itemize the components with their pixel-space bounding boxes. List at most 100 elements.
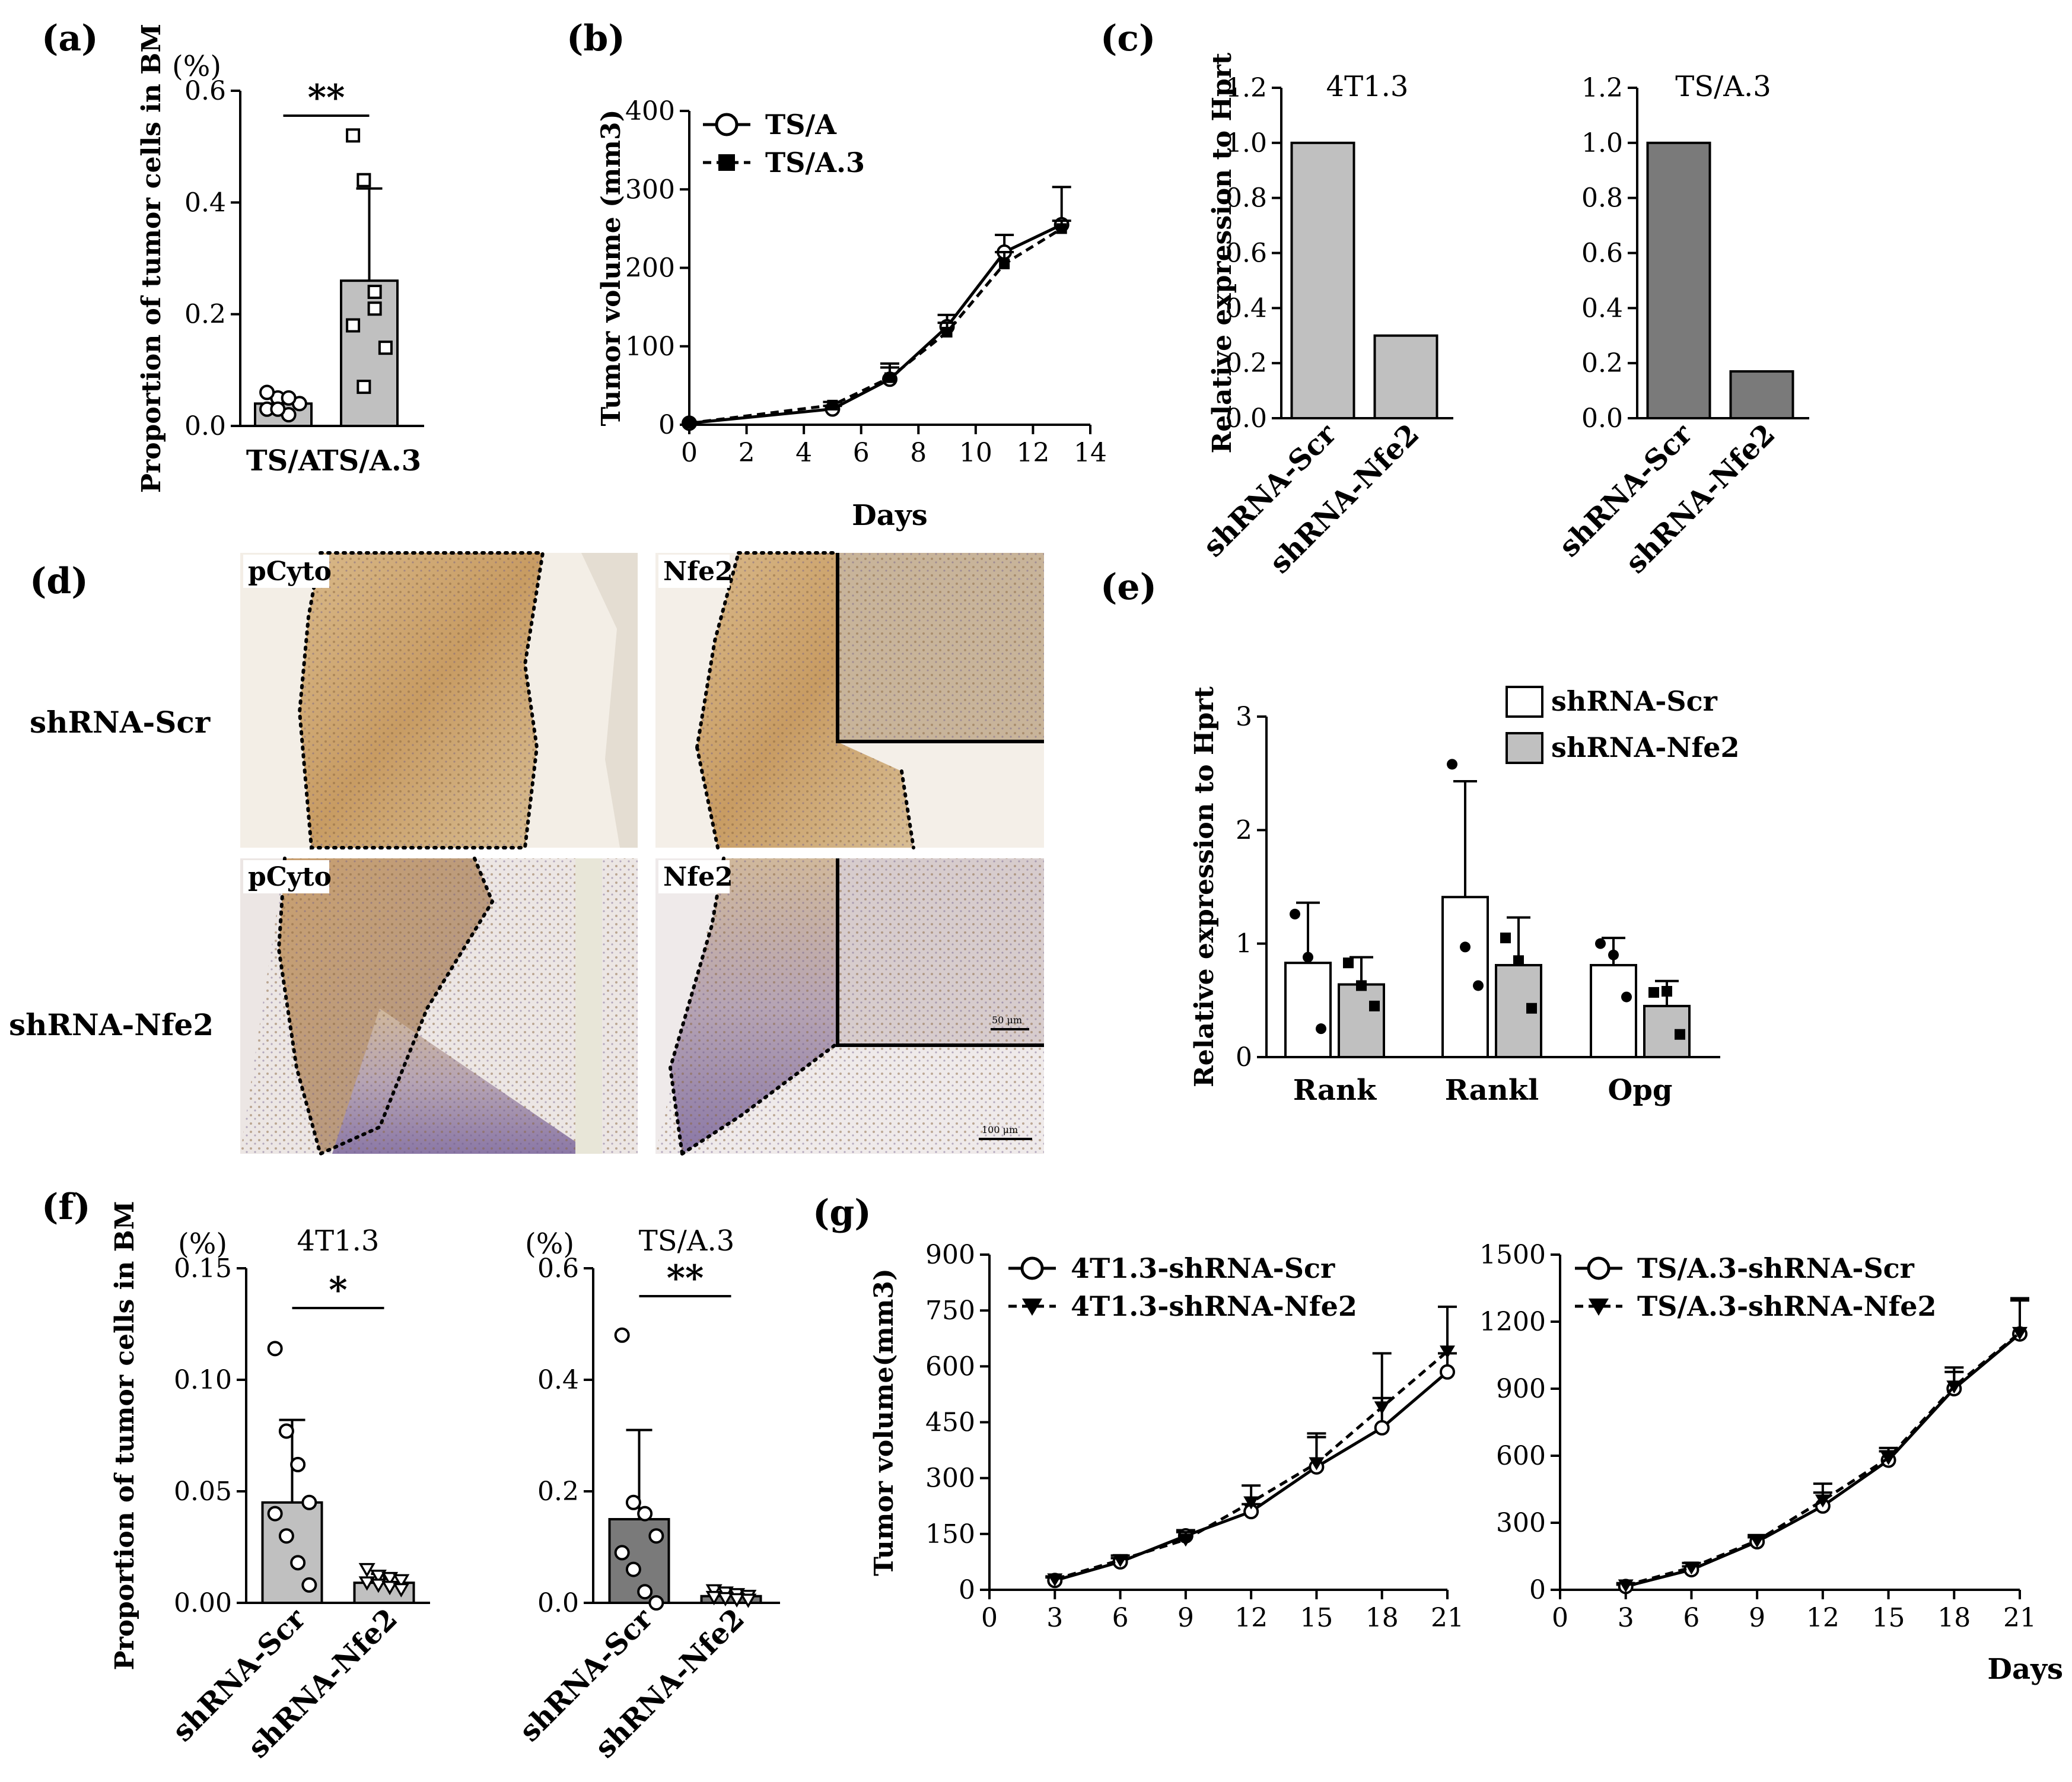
- legend-label: 4T1.3-shRNA-Nfe2: [1071, 1290, 1357, 1322]
- chart-b: 0 100 200 300 400 0 2 4 6 8 10 12 14 TS/A TS/A.3 Tumor …: [596, 96, 1107, 532]
- data-point: [267, 1341, 283, 1357]
- legend-marker: [715, 113, 739, 136]
- panel-label-b: (b): [566, 18, 625, 59]
- tag-pcyto-2: pCyto: [248, 862, 332, 892]
- y-tick-label: 900: [1496, 1374, 1546, 1404]
- significance-label: *: [329, 1269, 347, 1311]
- data-point: [393, 1574, 410, 1589]
- data-point: [1112, 1554, 1128, 1567]
- y-tick-label: 300: [625, 174, 675, 205]
- chart-g2: 0 300 600 900 1200 1500 0 3 6 9 12 15 18 21 TS/A.3-shR…: [1479, 1240, 2063, 1686]
- x-tick-label: 6: [1112, 1603, 1129, 1633]
- y-tick-label: 3: [1236, 702, 1252, 732]
- x-tick-label: 6: [1683, 1603, 1699, 1633]
- legend-label: TS/A: [765, 109, 837, 141]
- x-tick-label: 9: [1177, 1603, 1194, 1633]
- data-point: [1316, 1023, 1326, 1035]
- x-tick-label: 3: [1046, 1603, 1063, 1633]
- x-tick-label: Rank: [1293, 1074, 1377, 1107]
- panel-label-c: (c): [1100, 18, 1156, 59]
- micrograph-scr-nfe2: Nfe2: [655, 551, 1044, 849]
- y-tick-label: 0.8: [1581, 183, 1623, 214]
- legend-swatch: [1506, 686, 1543, 718]
- panel-label-e: (e): [1100, 567, 1157, 608]
- data-point: [728, 1593, 746, 1608]
- row-label-nfe2: shRNA-Nfe2: [9, 1007, 214, 1042]
- micrograph-nfe2-nfe2: 50 μm 100 μm Nfe2: [655, 857, 1044, 1156]
- x-tick-label: 9: [1749, 1603, 1765, 1633]
- x-tick-label: 3: [1618, 1603, 1634, 1633]
- y-tick-label: 300: [1496, 1508, 1546, 1538]
- bar: [1441, 896, 1489, 1058]
- y-tick-label: 150: [925, 1519, 975, 1549]
- chart-e: 0 1 2 3 Rank Rankl Opg Relative expression to H…: [1189, 685, 1740, 1107]
- y-axis-label: Relative expression to Hprt: [1207, 52, 1237, 453]
- data-point: [1177, 1533, 1193, 1547]
- data-point: [370, 1570, 387, 1584]
- panel-label-g: (g): [813, 1192, 871, 1234]
- significance-label: **: [308, 77, 345, 119]
- data-point: [267, 1506, 283, 1522]
- y-tick-label: 0.6: [1581, 238, 1623, 269]
- y-tick-label: 1500: [1479, 1240, 1546, 1270]
- data-point: [358, 1576, 375, 1591]
- tag-nfe2-1: Nfe2: [663, 556, 733, 587]
- chart-g1: 0 150 300 450 600 750 900 0 3 6 9 12 15 18 21 4T1.3-shR…: [869, 1240, 1464, 1633]
- data-point: [1618, 1579, 1634, 1593]
- legend-marker: [1020, 1256, 1044, 1280]
- data-point: [1309, 1457, 1325, 1471]
- micrograph-nfe2-pcyto: pCyto: [240, 857, 638, 1157]
- data-point: [684, 418, 695, 429]
- data-point: [1662, 986, 1672, 997]
- x-tick-label: 0: [681, 438, 698, 468]
- x-tick-label: TS/A: [246, 444, 321, 478]
- y-tick-label: 1200: [1479, 1307, 1546, 1337]
- significance-label: **: [667, 1258, 704, 1299]
- y-tick-label: 0: [959, 1575, 975, 1605]
- data-point: [625, 1561, 641, 1577]
- y-tick-label: 0.6: [1226, 238, 1267, 269]
- data-point: [1608, 949, 1619, 960]
- data-point: [1880, 1452, 1896, 1465]
- data-point: [367, 285, 382, 299]
- x-tick-label: shRNA-Nfe2: [1619, 418, 1782, 580]
- x-tick-label: Rankl: [1445, 1074, 1539, 1107]
- data-point: [393, 1583, 410, 1598]
- micrograph-scr-pcyto: pCyto: [240, 551, 638, 849]
- data-point: [1343, 957, 1354, 969]
- data-point: [1440, 1364, 1455, 1380]
- data-point: [1374, 1401, 1390, 1415]
- data-point: [370, 1579, 387, 1593]
- data-point: [259, 384, 275, 400]
- data-point: [281, 390, 297, 406]
- legend-label: TS/A.3-shRNA-Scr: [1637, 1252, 1915, 1284]
- chart-title: 4T1.3: [1326, 70, 1409, 103]
- y-tick-label: 0.05: [174, 1476, 232, 1507]
- data-point: [301, 1577, 317, 1593]
- data-point: [278, 1423, 294, 1439]
- x-axis-label: Days: [1987, 1653, 2063, 1686]
- legend-swatch: [1506, 732, 1543, 764]
- data-point: [381, 1571, 399, 1587]
- y-axis-label: Proportion of tumor cells in BM: [136, 24, 167, 493]
- y-tick-label: 0.6: [184, 76, 226, 106]
- y-tick-label: 600: [1496, 1441, 1546, 1471]
- legend-label: TS/A.3: [765, 147, 865, 179]
- data-point: [1500, 933, 1511, 944]
- data-point: [346, 318, 361, 333]
- micrograph-panel: shRNA-Scr shRNA-Nfe2 pCyto Nfe2: [9, 551, 1044, 1157]
- data-point: [705, 1584, 723, 1599]
- y-tick-label: 0: [658, 410, 675, 440]
- data-point: [290, 1555, 306, 1571]
- bar: [1729, 370, 1794, 420]
- data-point: [941, 326, 953, 338]
- y-tick-label: 1.2: [1581, 73, 1623, 103]
- chart-a: 0.0 0.2 0.4 0.6 TS/ATS/A.3 ** (%)Proportion of…: [136, 24, 424, 493]
- data-point: [614, 1327, 630, 1343]
- chart-c2: 0.00.20.40.60.81.01.2shRNA-ScrshRNA-Nfe2…: [1552, 70, 1809, 580]
- x-tick-label: 15: [1872, 1603, 1905, 1633]
- data-point: [717, 1592, 734, 1606]
- data-point: [637, 1584, 653, 1600]
- y-tick-label: 400: [625, 96, 675, 126]
- data-point: [378, 341, 393, 355]
